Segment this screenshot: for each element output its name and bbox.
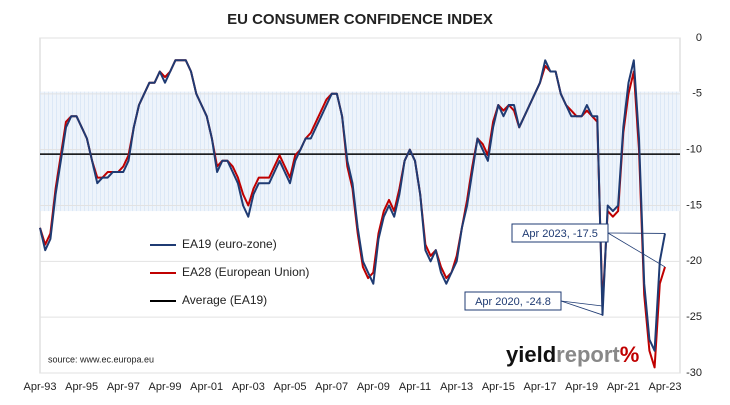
x-tick-label: Apr-93 [23,381,56,393]
logo-part: % [620,342,640,367]
x-tick-label: Apr-15 [482,381,515,393]
annotation-label: Apr 2023, -17.5 [522,228,598,240]
y-tick-label: -20 [686,255,702,267]
annotation-label: Apr 2020, -24.8 [475,296,551,308]
y-tick-label: 0 [696,32,702,44]
logo-part: report [556,342,620,367]
x-tick-label: Apr-17 [523,381,556,393]
x-tick-label: Apr-11 [399,381,431,393]
y-tick-label: -30 [686,367,702,379]
legend-label: Average (EA19) [182,293,267,307]
y-tick-label: -10 [686,144,702,156]
x-tick-label: Apr-07 [315,381,348,393]
y-tick-label: -25 [686,311,702,323]
x-tick-label: Apr-99 [148,381,181,393]
legend-label: EA19 (euro-zone) [182,237,277,251]
x-tick-label: Apr-01 [190,381,223,393]
x-tick-label: Apr-95 [65,381,98,393]
logo: yieldreport% [506,342,639,367]
x-tick-label: Apr-21 [607,381,640,393]
x-tick-label: Apr-05 [273,381,306,393]
y-tick-label: -15 [686,199,702,211]
logo-part: yield [506,342,556,367]
x-tick-label: Apr-03 [232,381,265,393]
x-tick-label: Apr-19 [565,381,598,393]
x-tick-label: Apr-09 [357,381,390,393]
x-tick-label: Apr-13 [440,381,473,393]
y-tick-label: -5 [692,88,702,100]
chart-title: EU CONSUMER CONFIDENCE INDEX [227,11,493,28]
x-tick-label: Apr-97 [107,381,140,393]
legend-label: EA28 (European Union) [182,265,309,279]
source: source: www.ec.europa.eu [48,354,154,364]
x-tick-label: Apr-23 [648,381,681,393]
